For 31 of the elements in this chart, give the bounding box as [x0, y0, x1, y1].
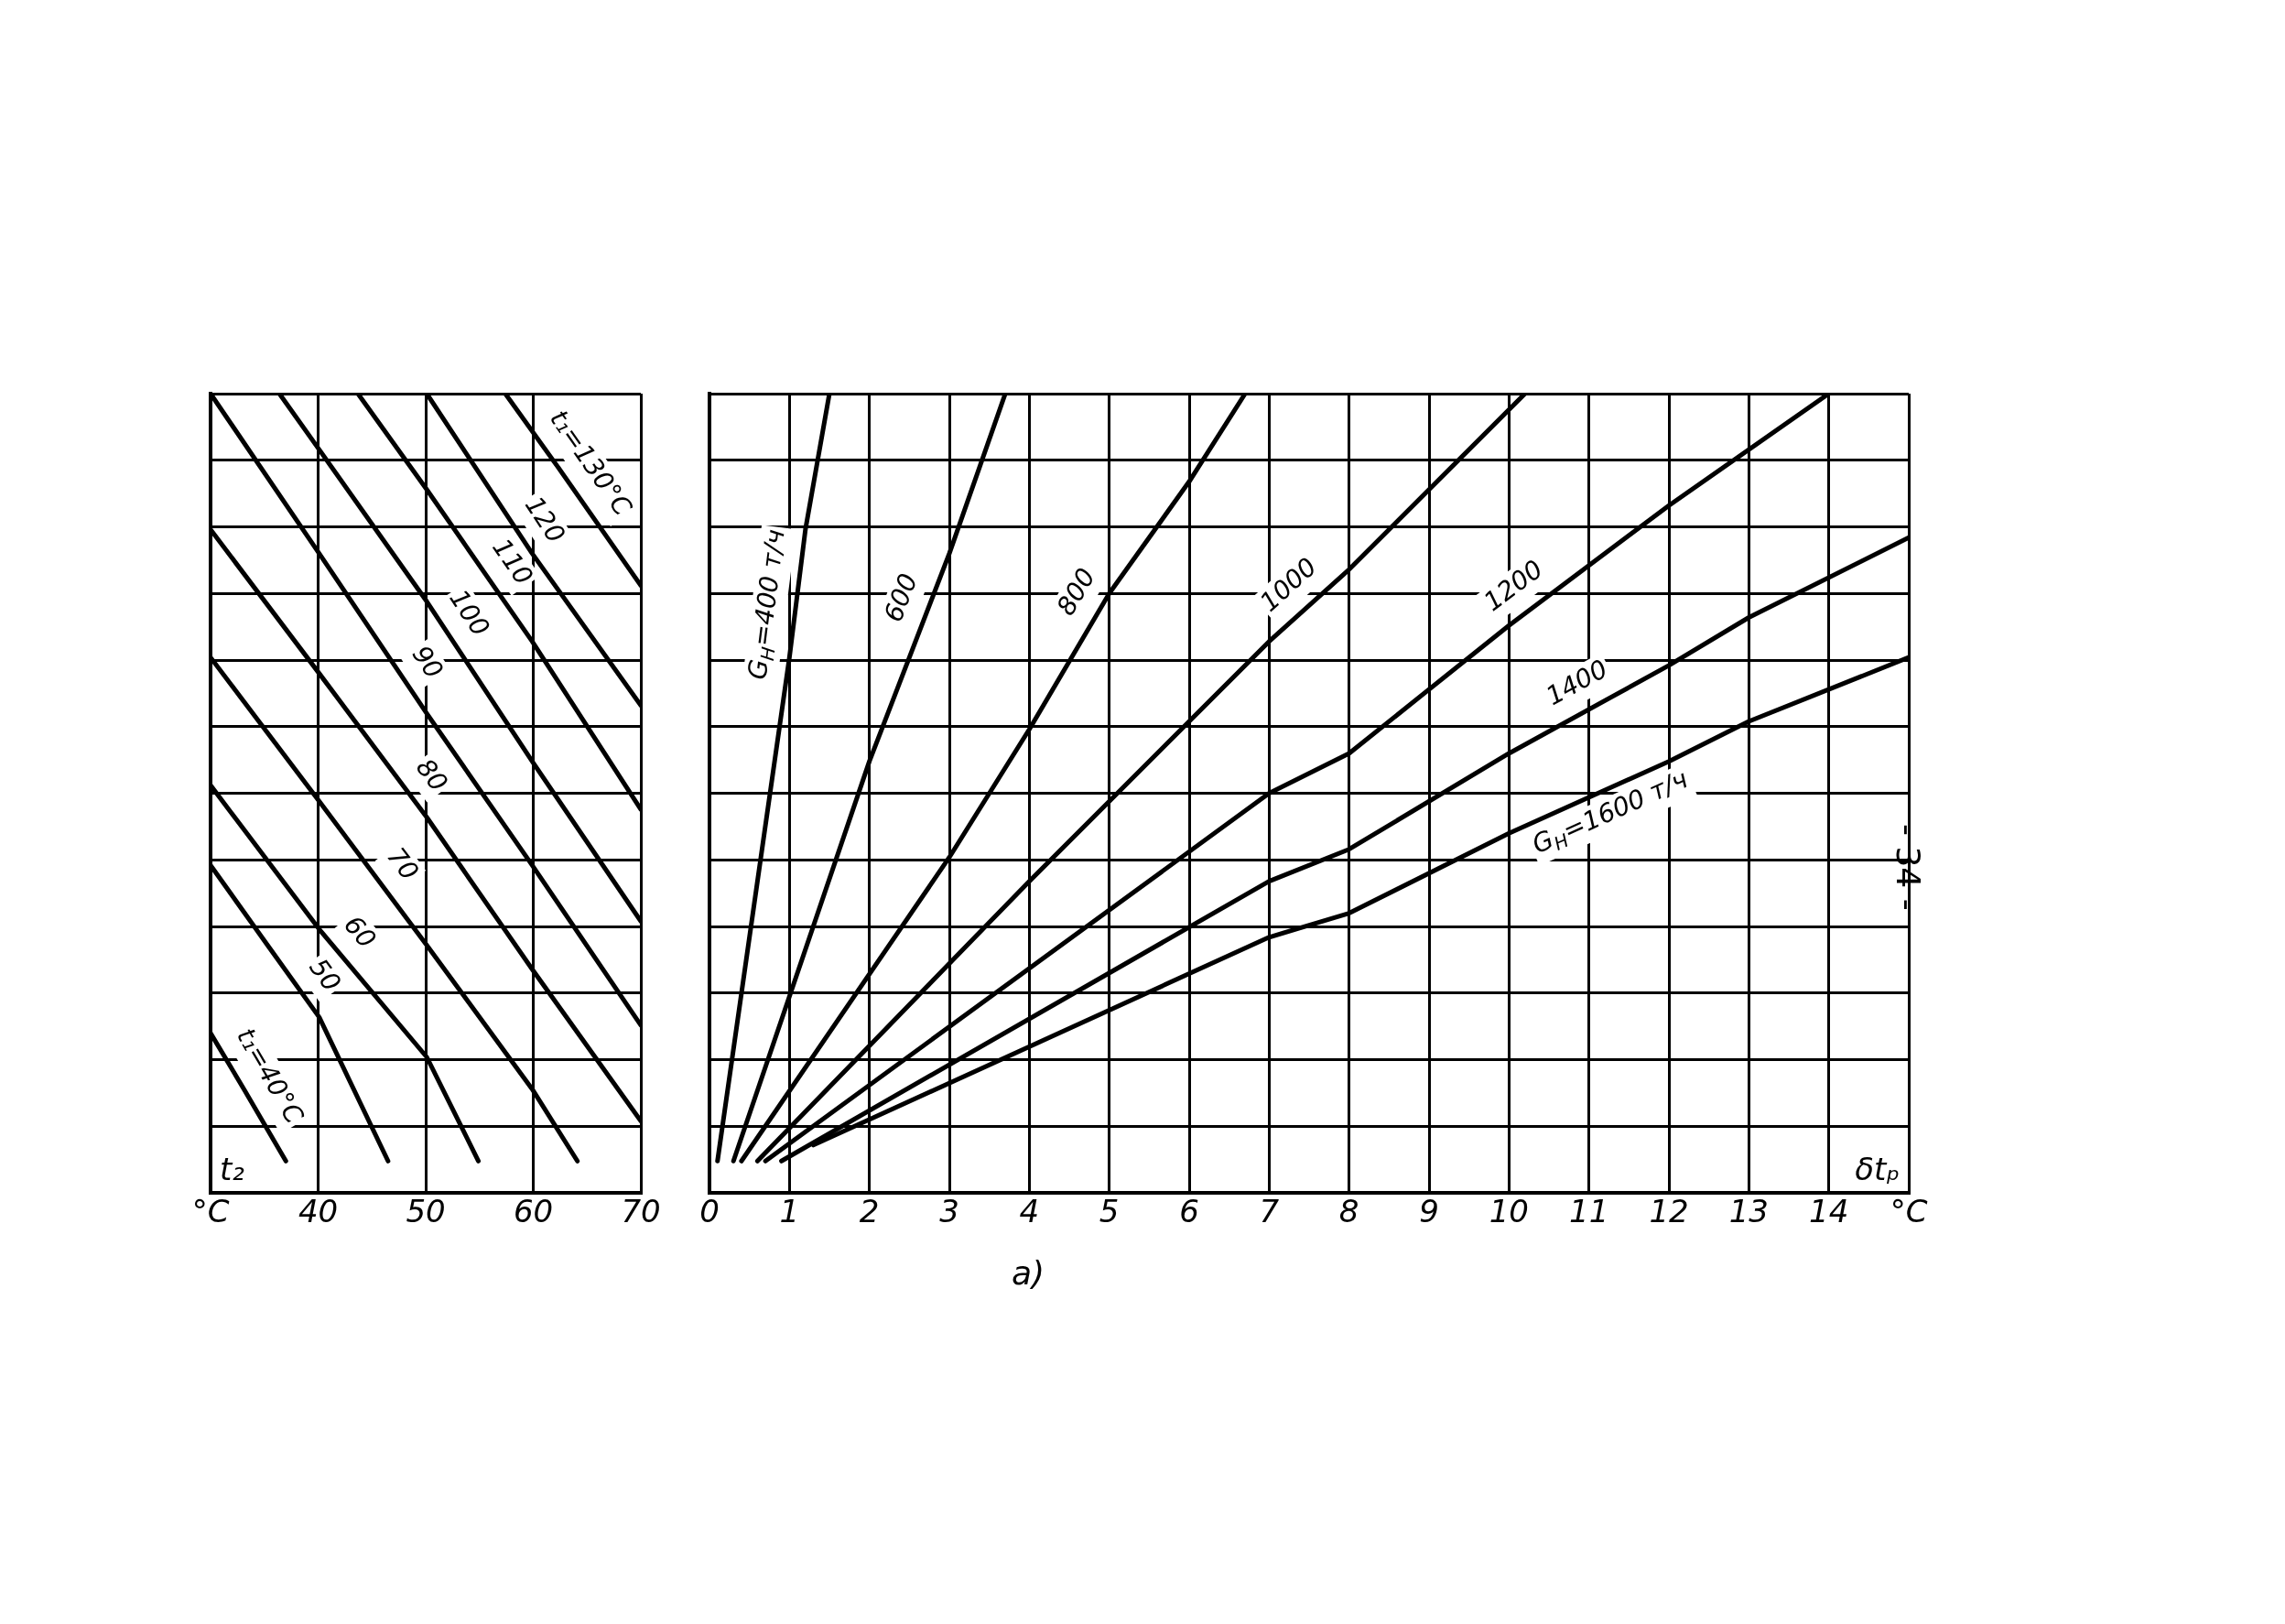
x-tick-label: 9 [1419, 1193, 1439, 1230]
x-tick-label: 12 [1649, 1193, 1689, 1230]
text: 50 [303, 952, 347, 997]
x-tick-label: 14 [1809, 1193, 1849, 1230]
x-tick-label: °C [191, 1193, 230, 1230]
text: GН=400 т/ч [742, 527, 791, 682]
x-tick-label: 0 [699, 1193, 720, 1230]
x-tick-label: °C [1890, 1193, 1928, 1230]
text: а) [1012, 1254, 1045, 1292]
x-tick-label: 2 [859, 1193, 880, 1230]
x-tick-label: 6 [1179, 1193, 1199, 1230]
x-tick-label: 7 [1259, 1193, 1280, 1230]
x-tick-label: 1 [779, 1193, 800, 1230]
x-tick-label: 40 [298, 1193, 339, 1230]
x-tick-label: 4 [1019, 1193, 1040, 1230]
x-tick-label: 3 [939, 1193, 959, 1230]
x-tick-label: 5 [1099, 1193, 1120, 1230]
text: 600 [877, 568, 924, 626]
text: 90 [406, 640, 449, 685]
x-tick-label: 60 [513, 1193, 554, 1230]
x-tick-label: 70 [621, 1193, 661, 1230]
x-axis-title: t₂ [220, 1151, 245, 1188]
x-tick-label: 10 [1489, 1193, 1529, 1230]
x-tick-label: 8 [1338, 1193, 1359, 1230]
x-tick-label: 13 [1728, 1193, 1769, 1230]
text: 60 [338, 909, 383, 955]
x-tick-label: 50 [406, 1193, 446, 1230]
text: 80 [409, 752, 454, 797]
text: 70 [381, 841, 425, 886]
x-axis-title: δtₚ [1855, 1151, 1901, 1188]
x-tick-label: 11 [1569, 1193, 1609, 1230]
